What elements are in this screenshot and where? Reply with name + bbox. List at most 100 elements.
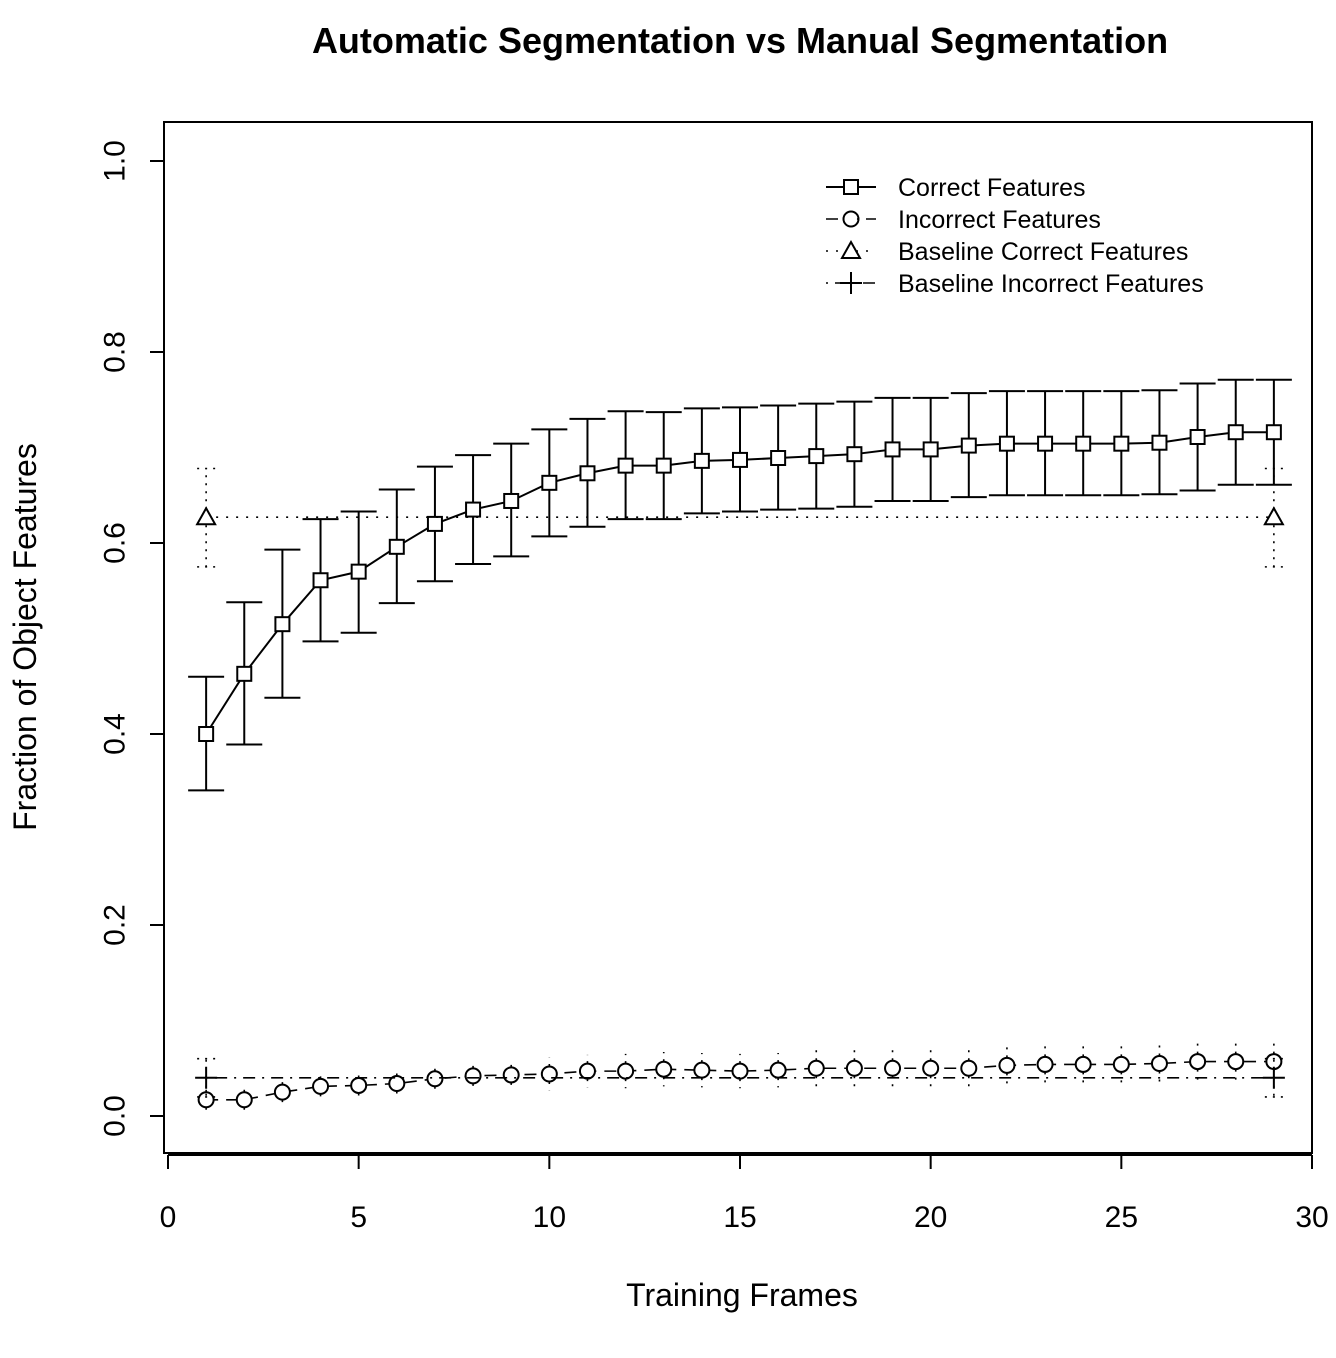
legend-marker-triangle bbox=[840, 239, 862, 259]
series-layer bbox=[188, 378, 1292, 1112]
x-tick-label: 15 bbox=[723, 1201, 756, 1234]
data-point-square bbox=[732, 451, 748, 468]
marker-backing bbox=[1264, 508, 1283, 525]
data-point-circle bbox=[922, 1059, 940, 1077]
data-point-square bbox=[617, 457, 634, 474]
error-bar bbox=[340, 510, 377, 634]
x-tick-label: 20 bbox=[914, 1201, 947, 1234]
marker-backing bbox=[1151, 1055, 1167, 1071]
error-bar bbox=[302, 518, 339, 643]
marker-backing bbox=[656, 1061, 672, 1077]
y-tick-label: 0.4 bbox=[99, 713, 132, 755]
legend-label: Baseline Incorrect Features bbox=[898, 270, 1204, 298]
marker-backing bbox=[694, 453, 709, 468]
marker-backing bbox=[197, 508, 216, 525]
data-point-circle bbox=[388, 1075, 406, 1093]
data-point-square bbox=[388, 538, 405, 555]
data-point-circle bbox=[1150, 1054, 1168, 1072]
data-point-square bbox=[922, 441, 939, 458]
x-tick-label: 0 bbox=[160, 1201, 177, 1234]
data-point-square bbox=[1189, 428, 1206, 445]
marker-backing bbox=[961, 438, 976, 453]
marker-backing bbox=[809, 449, 824, 464]
error-bar bbox=[531, 428, 568, 538]
legend-label: Correct Features bbox=[898, 174, 1086, 202]
error-bar bbox=[1179, 382, 1216, 492]
x-axis-label: Training Frames bbox=[626, 1277, 858, 1313]
data-point-square bbox=[274, 616, 291, 633]
error-bar bbox=[912, 396, 949, 502]
marker-backing bbox=[1076, 436, 1091, 451]
marker-backing bbox=[1037, 1056, 1053, 1072]
marker-backing bbox=[580, 466, 595, 481]
marker-backing bbox=[313, 1078, 329, 1094]
marker-backing bbox=[999, 1057, 1015, 1073]
data-point-circle bbox=[617, 1062, 635, 1080]
data-point-circle bbox=[884, 1059, 902, 1077]
marker-backing bbox=[733, 452, 747, 467]
data-point-circle bbox=[464, 1067, 482, 1085]
marker-backing bbox=[351, 1077, 367, 1093]
error-bar bbox=[645, 411, 682, 521]
data-point-square bbox=[884, 441, 901, 458]
marker-backing bbox=[618, 1063, 634, 1079]
data-point-circle bbox=[1112, 1055, 1130, 1073]
error-bar bbox=[1103, 390, 1140, 497]
marker-backing bbox=[808, 1060, 824, 1076]
marker-backing bbox=[1114, 436, 1129, 451]
error-bar bbox=[798, 402, 835, 510]
series-line bbox=[206, 1060, 1274, 1101]
error-bar bbox=[950, 392, 987, 499]
marker-backing bbox=[542, 475, 557, 490]
data-point-square bbox=[1265, 424, 1282, 441]
data-point-circle bbox=[960, 1059, 978, 1077]
marker-backing bbox=[427, 1071, 443, 1087]
marker-backing bbox=[732, 1063, 748, 1079]
marker-backing bbox=[656, 458, 671, 473]
data-point-circle bbox=[312, 1077, 330, 1095]
marker-backing bbox=[236, 1092, 252, 1108]
legend-marker-circle bbox=[842, 210, 860, 228]
marker-backing bbox=[198, 1092, 214, 1108]
data-point-square bbox=[1151, 434, 1168, 451]
error-bar bbox=[722, 406, 758, 513]
data-point-circle bbox=[1036, 1055, 1054, 1073]
error-bar bbox=[455, 454, 492, 566]
data-point-square bbox=[350, 563, 367, 580]
marker-backing bbox=[351, 564, 366, 579]
data-point-square bbox=[312, 572, 329, 589]
error-bar bbox=[760, 404, 797, 511]
error-bar bbox=[1065, 390, 1102, 497]
data-point-square bbox=[579, 465, 596, 482]
marker-backing bbox=[923, 442, 938, 457]
legend-marker-plus bbox=[840, 272, 862, 294]
error-bar bbox=[493, 442, 530, 558]
marker-backing bbox=[274, 1084, 290, 1100]
data-point-circle bbox=[426, 1070, 444, 1088]
y-tick-label: 0.6 bbox=[99, 522, 132, 564]
error-bar bbox=[188, 675, 225, 792]
y-tick-label: 0.8 bbox=[99, 331, 132, 373]
data-point-square bbox=[998, 435, 1015, 452]
data-point-circle bbox=[998, 1056, 1016, 1074]
marker-backing bbox=[466, 502, 481, 517]
series-2 bbox=[197, 1042, 1283, 1112]
legend-marker-square bbox=[843, 179, 859, 195]
marker-backing bbox=[237, 666, 252, 681]
marker-backing bbox=[1113, 1056, 1129, 1072]
error-bar bbox=[836, 400, 873, 508]
data-point-square bbox=[541, 474, 558, 491]
y-tick-label: 0.0 bbox=[99, 1095, 132, 1137]
marker-backing bbox=[1038, 436, 1053, 451]
data-point-square bbox=[236, 665, 253, 682]
data-point-square bbox=[655, 457, 672, 474]
marker-backing bbox=[618, 458, 633, 473]
marker-backing bbox=[1190, 429, 1205, 444]
legend-item: Correct Features bbox=[826, 174, 1086, 202]
series-1 bbox=[188, 378, 1292, 792]
legend-marker-backing bbox=[845, 213, 857, 225]
error-bar bbox=[1027, 390, 1064, 497]
data-point-square bbox=[846, 446, 863, 463]
marker-backing bbox=[770, 1062, 786, 1078]
data-point-circle bbox=[845, 1059, 863, 1077]
